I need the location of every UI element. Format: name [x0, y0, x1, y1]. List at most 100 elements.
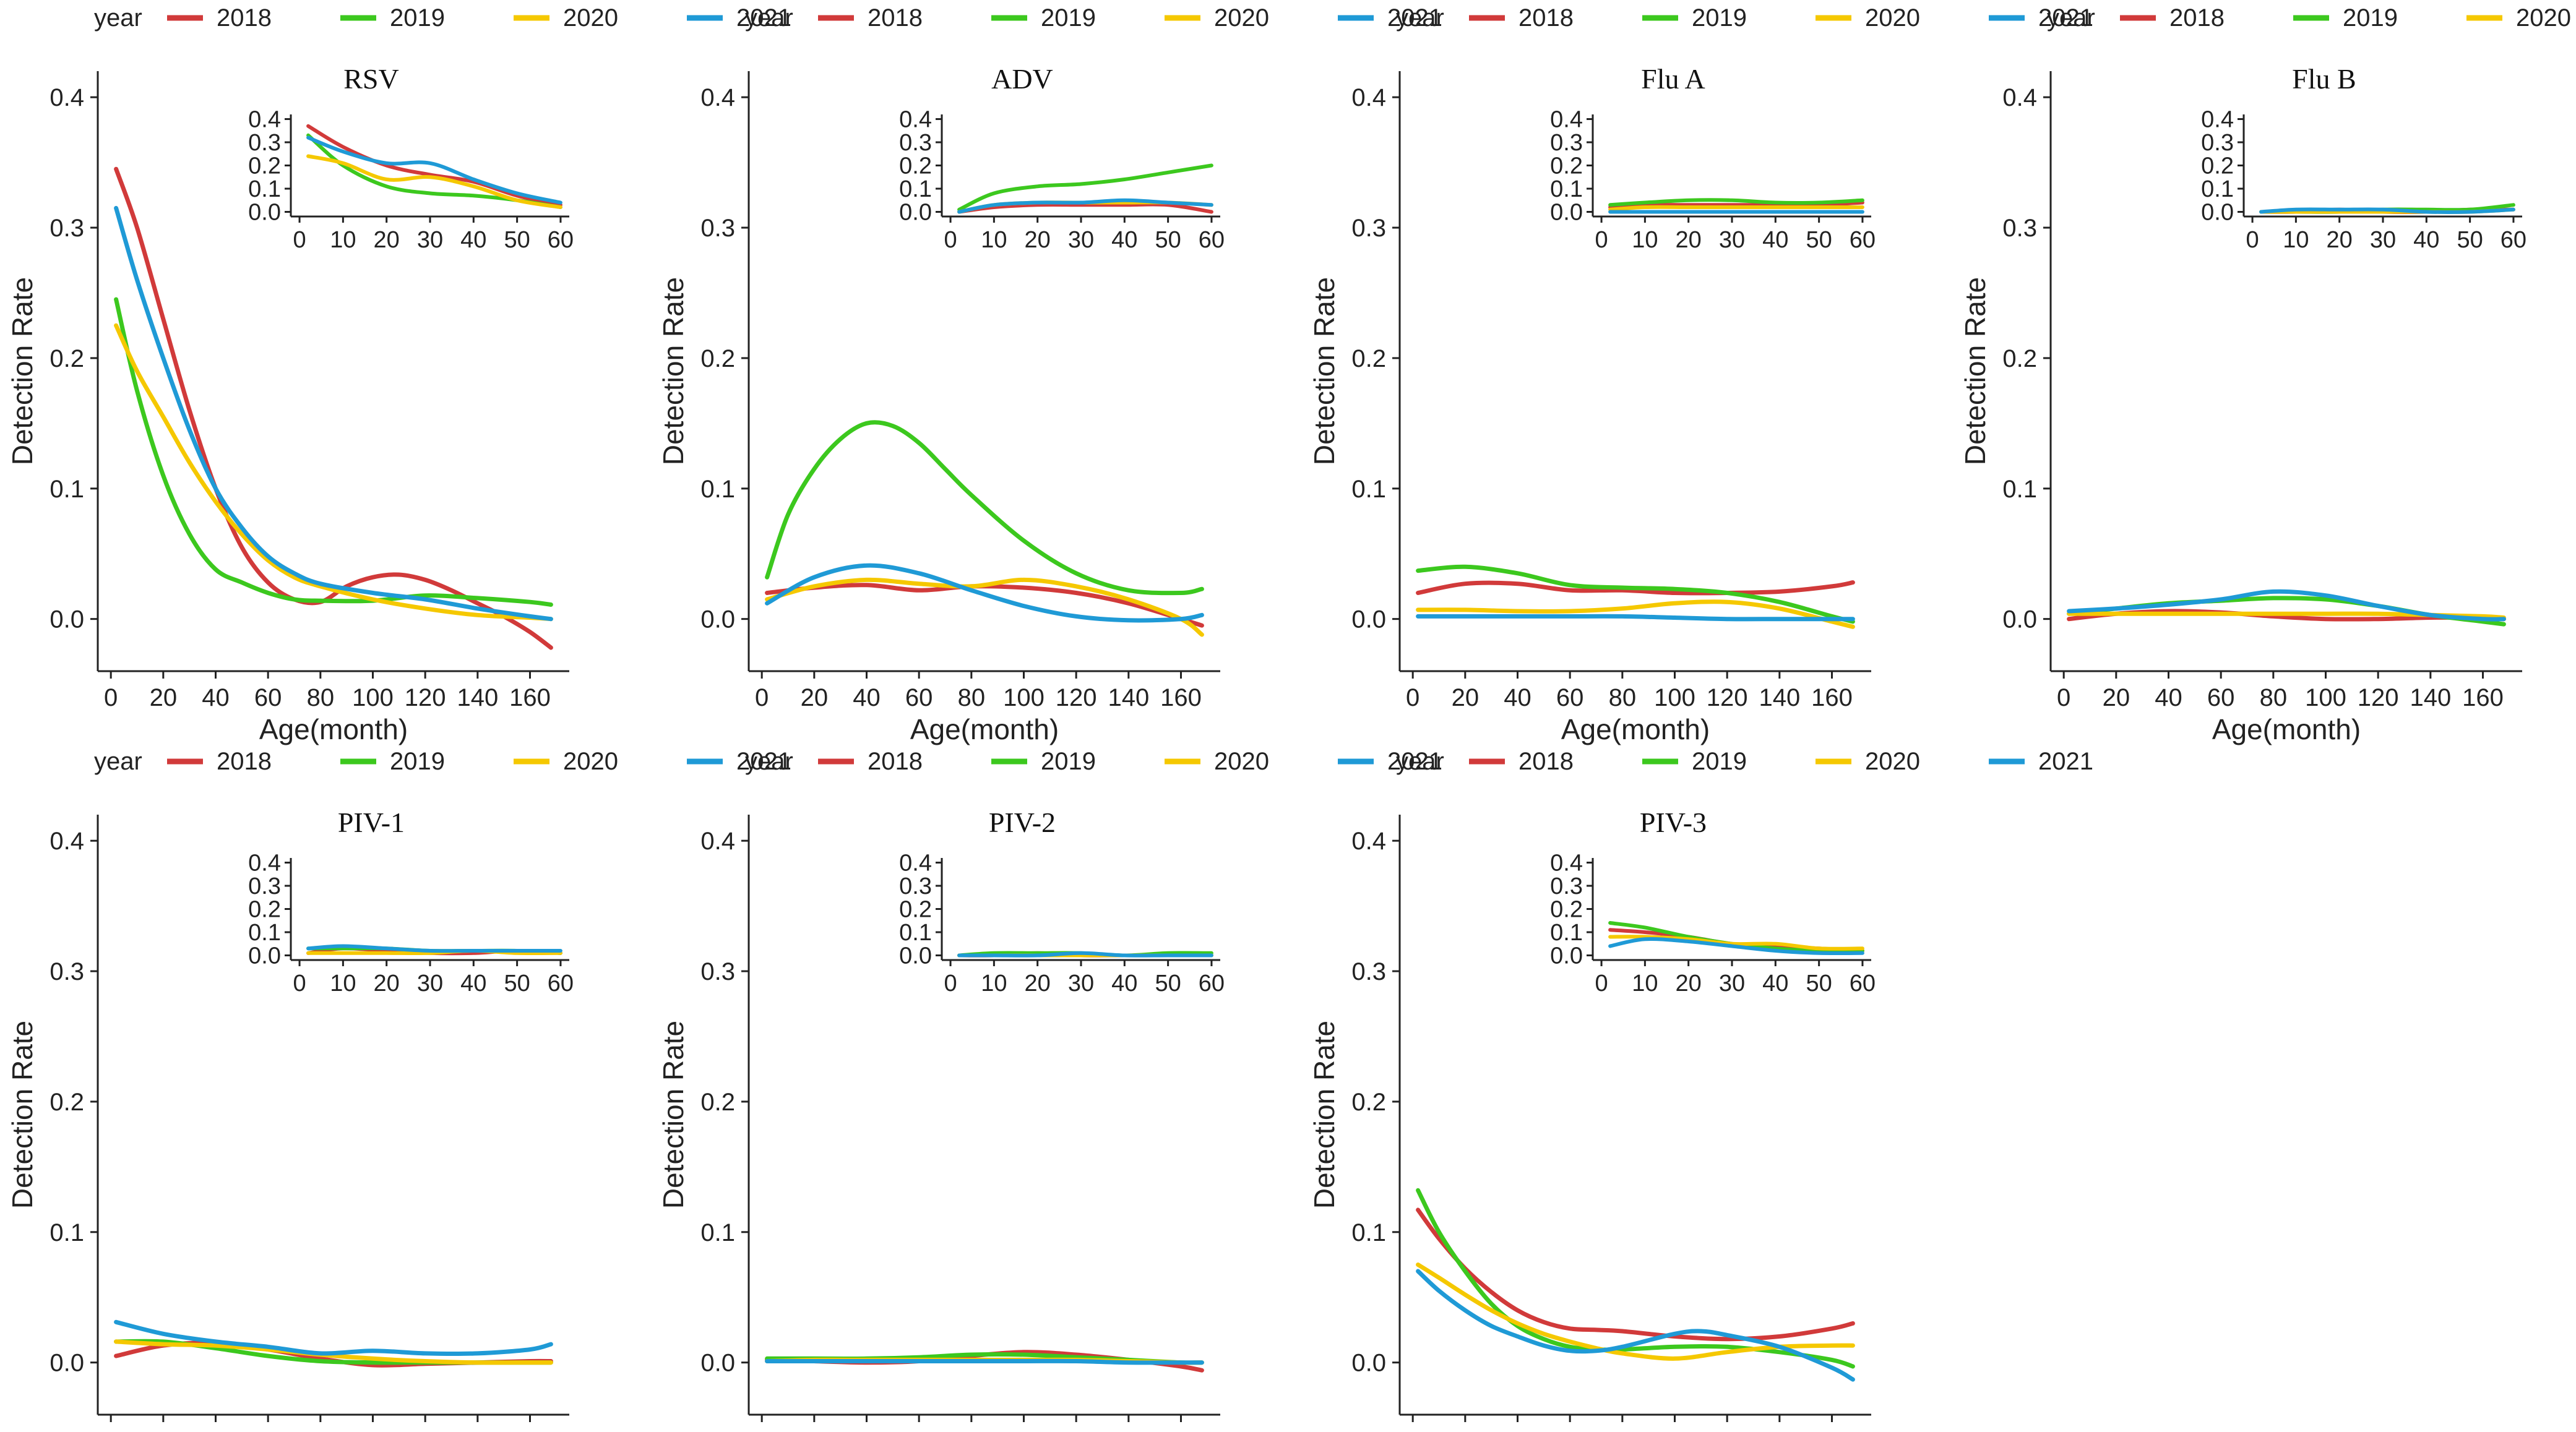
inset-x-tick-label: 30	[417, 227, 443, 253]
y-tick-label: 0.3	[1351, 215, 1386, 242]
x-tick-label: 140	[1759, 684, 1800, 711]
inset-x-tick-label: 30	[2370, 227, 2396, 253]
y-tick-label: 0.1	[1351, 1219, 1386, 1246]
inset-y-tick-label: 0.1	[248, 920, 281, 946]
y-tick-label: 0.0	[700, 606, 735, 633]
inset-x-tick-label: 50	[1806, 227, 1832, 253]
y-tick-label: 0.1	[1351, 476, 1386, 503]
series-group	[1416, 1188, 1855, 1382]
legend-label-2018: 2018	[217, 748, 272, 775]
inset-x-tick-label: 50	[1806, 971, 1832, 997]
legend-label-2021: 2021	[1387, 748, 1442, 775]
x-axis-title: Age(month)	[1561, 713, 1710, 745]
inset-x-tick-label: 20	[1676, 971, 1702, 997]
y-tick-label: 0.2	[1351, 1089, 1386, 1116]
inset-y-tick-label: 0.2	[899, 153, 932, 179]
legend-title: year	[745, 4, 793, 32]
legend-label-2019: 2019	[390, 4, 445, 32]
y-tick-label: 0.1	[700, 476, 735, 503]
x-tick-label: 100	[1003, 1428, 1045, 1432]
inset-x-tick-label: 30	[1068, 971, 1094, 997]
y-tick-label: 0.0	[1351, 1350, 1386, 1377]
x-tick-label: 0	[1406, 1428, 1419, 1432]
series-line-2021	[1416, 614, 1855, 622]
legend-label-2021: 2021	[736, 748, 791, 775]
inset-x-tick-label: 40	[1762, 227, 1788, 253]
x-tick-label: 20	[801, 684, 829, 711]
series-line-2018	[765, 583, 1204, 628]
legend-label-2019: 2019	[1041, 748, 1096, 775]
y-axis-title: Detection Rate	[6, 1021, 38, 1209]
inset-x-tick-label: 40	[460, 971, 486, 997]
inset-x-tick-label: 0	[944, 971, 957, 997]
inset-y-tick-label: 0.4	[1550, 851, 1583, 877]
x-tick-label: 40	[2155, 684, 2182, 711]
inset-x-tick-label: 20	[1025, 971, 1051, 997]
panel-title: PIV-2	[989, 807, 1056, 838]
inset-y-tick-label: 0.0	[899, 943, 932, 969]
y-tick-label: 0.0	[50, 1350, 84, 1377]
x-tick-label: 140	[1108, 1428, 1149, 1432]
inset-y-tick-label: 0.1	[248, 176, 281, 202]
x-tick-label: 60	[1556, 684, 1584, 711]
legend: year 2018 2019 2020 2021	[745, 4, 1442, 32]
y-tick-label: 0.2	[50, 1089, 84, 1116]
inset-series-line-2019	[1608, 198, 1864, 207]
x-tick-label: 20	[801, 1428, 829, 1432]
series-line-2020	[765, 577, 1204, 637]
panel-title: Flu A	[1641, 63, 1705, 95]
inset-series-line-2021	[306, 135, 562, 205]
panel-piv-3: year20182019202020210.00.10.20.30.402040…	[1308, 748, 2093, 1432]
x-tick-label: 120	[405, 684, 446, 711]
x-tick-label: 20	[150, 684, 178, 711]
x-tick-label: 80	[1609, 1428, 1637, 1432]
y-tick-label: 0.1	[2002, 476, 2037, 503]
legend-title: year	[94, 4, 142, 32]
legend-label-2018: 2018	[868, 748, 923, 775]
legend-label-2020: 2020	[2516, 4, 2571, 32]
legend: year 2018 2019 2020 2021	[745, 748, 1442, 775]
series-line-2019	[114, 297, 553, 607]
x-tick-label: 100	[1654, 684, 1695, 711]
y-tick-label: 0.3	[1351, 958, 1386, 985]
inset-y-tick-label: 0.1	[899, 176, 932, 202]
inset-y-tick-label: 0.0	[248, 943, 281, 969]
y-tick-label: 0.1	[50, 1219, 84, 1246]
legend-label-2018: 2018	[2169, 4, 2225, 32]
series-line-2021	[1416, 1269, 1855, 1382]
x-tick-label: 160	[2462, 684, 2504, 711]
x-tick-label: 100	[1654, 1428, 1695, 1432]
x-tick-label: 140	[2410, 684, 2451, 711]
legend-label-2020: 2020	[1214, 748, 1269, 775]
series-line-2021	[114, 1319, 553, 1357]
inset-y-tick-label: 0.0	[899, 200, 932, 226]
inset-plot: 0.00.10.20.30.4 0 10 20 30 40 50 60	[899, 107, 1225, 254]
inset-series-line-2021	[957, 951, 1213, 958]
inset-y-tick-label: 0.0	[1550, 943, 1583, 969]
inset-y-tick-label: 0.2	[2201, 153, 2234, 179]
inset-x-tick-label: 20	[1676, 227, 1702, 253]
x-tick-label: 80	[307, 684, 335, 711]
x-tick-label: 140	[457, 684, 498, 711]
y-tick-label: 0.0	[2002, 606, 2037, 633]
series-line-2019	[1416, 1188, 1855, 1369]
inset-y-tick-label: 0.3	[899, 130, 932, 156]
y-tick-label: 0.0	[700, 1350, 735, 1377]
inset-y-tick-label: 0.3	[248, 130, 281, 156]
x-tick-label: 40	[202, 684, 230, 711]
inset-y-tick-label: 0.2	[248, 897, 281, 923]
x-tick-label: 160	[509, 684, 551, 711]
inset-x-tick-label: 30	[1719, 227, 1745, 253]
panel-flu-b: year20182019202020210.00.10.20.30.402040…	[1959, 4, 2571, 745]
x-tick-label: 60	[905, 684, 933, 711]
legend-label-2020: 2020	[563, 4, 618, 32]
y-tick-label: 0.4	[700, 84, 735, 111]
inset-y-tick-label: 0.1	[1550, 176, 1583, 202]
x-tick-label: 80	[958, 1428, 986, 1432]
x-tick-label: 0	[1406, 684, 1419, 711]
x-tick-label: 60	[254, 1428, 282, 1432]
y-tick-label: 0.3	[50, 215, 84, 242]
series-line-2020	[114, 1339, 553, 1365]
